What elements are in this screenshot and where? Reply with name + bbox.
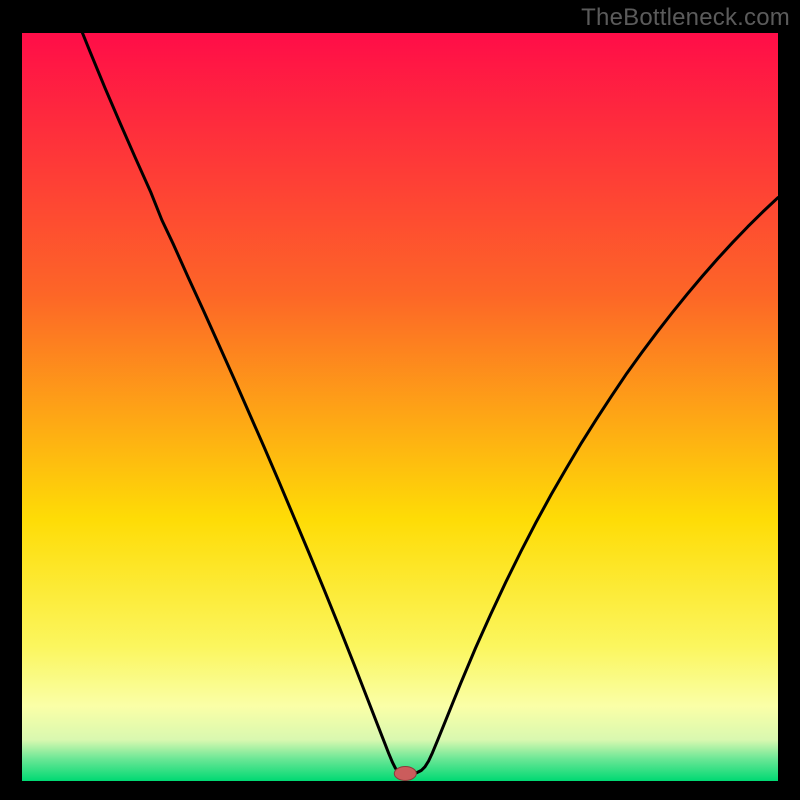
plot-area bbox=[22, 33, 778, 781]
bottleneck-chart bbox=[22, 33, 778, 781]
gradient-background bbox=[22, 33, 778, 781]
watermark-text: TheBottleneck.com bbox=[581, 4, 790, 32]
optimal-marker bbox=[394, 767, 416, 781]
chart-frame: TheBottleneck.com bbox=[0, 0, 800, 800]
